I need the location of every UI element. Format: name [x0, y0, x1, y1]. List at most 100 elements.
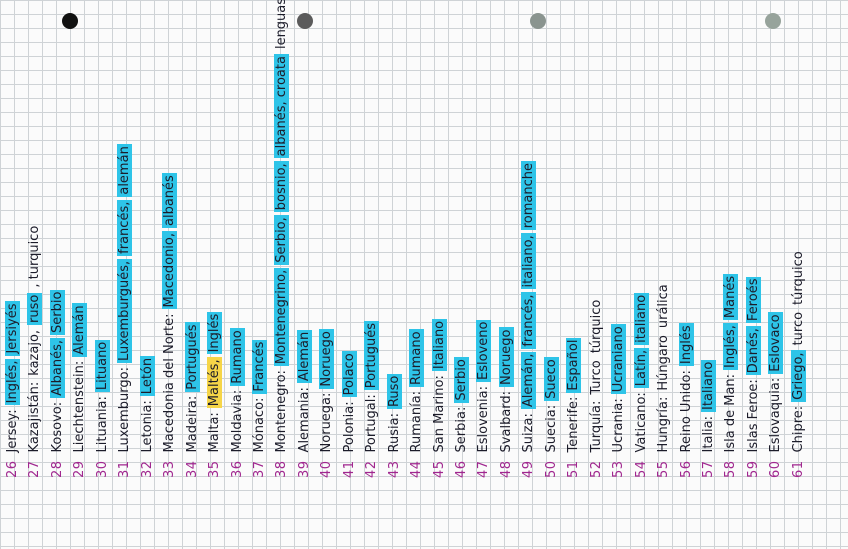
- language-highlighted: Inglés,: [5, 358, 20, 406]
- entry-number: 32: [139, 460, 155, 478]
- entry-36: 36 Moldavia: Rumano: [229, 0, 249, 549]
- entry-number: 47: [476, 460, 492, 478]
- entry-52: 52 Turquía: Turco túrquico: [588, 0, 608, 549]
- entry-number: 52: [588, 460, 604, 478]
- language-highlighted: romanche: [521, 160, 537, 231]
- entry-number: 53: [611, 460, 627, 478]
- country-name: Madeira:: [184, 395, 200, 453]
- country-name: Chipre:: [790, 405, 806, 453]
- entry-54: 54 Vaticano: Latín, italiano: [633, 0, 653, 549]
- entry-41: 41 Polonia: Polaco: [341, 0, 361, 549]
- language-plain: urálica: [656, 284, 672, 329]
- language-highlighted: Noruego: [498, 327, 514, 387]
- entry-number: 56: [678, 460, 694, 478]
- language-highlighted: Alemán,: [521, 351, 537, 410]
- country-name: Tenerife:: [566, 396, 582, 453]
- country-name: Reino Unido:: [678, 370, 694, 453]
- entry-line: 55 Hungría: Húngaro urálica: [655, 279, 673, 478]
- punch-hole: [765, 13, 781, 29]
- entry-37: 37 Mónaco: Francés: [251, 0, 271, 549]
- language-highlighted: Lituano: [94, 339, 110, 393]
- language-highlighted: Italiano: [431, 318, 447, 372]
- country-name: Turquía:: [588, 400, 604, 453]
- entry-number: 54: [633, 460, 649, 478]
- entry-number: 51: [566, 460, 582, 478]
- entry-47: 47 Eslovenia: Esloveno: [475, 0, 495, 549]
- language-highlighted: Serbio: [454, 357, 469, 403]
- language-plain: Húngaro: [656, 335, 672, 391]
- entry-line: 39 Alemania: Alemán: [296, 327, 314, 478]
- country-name: Mónaco:: [251, 397, 267, 453]
- entry-line: 61 Chipre: Griego, turco túrquico: [790, 246, 808, 478]
- entry-number: 49: [521, 460, 537, 478]
- entry-line: 52 Turquía: Turco túrquico: [588, 295, 606, 478]
- country-name: Luxemburgo:: [117, 367, 133, 453]
- country-name: Kosovo:: [49, 401, 65, 453]
- entry-number: 60: [768, 460, 784, 478]
- entry-58: 58 Isla de Man: Inglés, Manés: [722, 0, 742, 549]
- country-name: Rusia:: [386, 413, 402, 453]
- language-highlighted: Serbio,: [274, 215, 290, 265]
- entry-number: 61: [790, 460, 806, 478]
- entry-line: 45 San Marino: Italiano: [431, 316, 449, 478]
- entry-number: 41: [341, 460, 357, 478]
- entry-44: 44 Rumanía: Rumano: [408, 0, 428, 549]
- country-name: Serbia:: [454, 406, 469, 453]
- entry-line: 33 Macedonia del Norte: Macedonio, albanés: [161, 170, 179, 478]
- entry-number: 33: [162, 460, 178, 478]
- entry-line: 58 Isla de Man: Inglés, Manés: [722, 271, 740, 478]
- language-highlighted: Luxemburgués,: [117, 258, 133, 364]
- entry-line: 36 Moldavia: Rumano: [229, 325, 247, 478]
- language-highlighted: Letón: [139, 355, 155, 397]
- entry-line: 47 Eslovenia: Esloveno: [475, 317, 493, 478]
- entry-line: 50 Suecia: Sueco: [543, 354, 561, 478]
- language-plain: túrquico: [588, 299, 604, 354]
- language-highlighted: Manés: [723, 273, 739, 321]
- country-name: Lituania:: [94, 396, 110, 453]
- language-highlighted: albanés, croata: [274, 54, 290, 159]
- entry-number: 28: [49, 460, 65, 478]
- language-highlighted: Ucraniano: [611, 324, 627, 395]
- language-highlighted: italiano: [633, 292, 649, 345]
- entry-number: 31: [117, 460, 133, 478]
- language-highlighted: Macedonio,: [162, 230, 178, 310]
- entry-line: 34 Madeira: Portugués: [184, 319, 202, 478]
- entry-line: 48 Svalbard: Noruego: [498, 324, 516, 478]
- country-name: Polonia:: [341, 401, 357, 453]
- language-highlighted: Rumano: [409, 329, 425, 387]
- entry-line: 41 Polonia: Polaco: [341, 348, 359, 478]
- language-plain: túrquico: [790, 251, 806, 305]
- language-highlighted: Sueco: [543, 357, 559, 401]
- country-name: Malta:: [207, 412, 223, 453]
- entry-46: 46 Serbia: Serbio: [453, 0, 473, 549]
- entry-number: 43: [386, 460, 402, 478]
- entry-number: 40: [319, 460, 335, 478]
- entry-line: 60 Eslovaquia: Eslovaco: [767, 309, 785, 478]
- entry-number: 48: [498, 460, 514, 478]
- entry-57: 57 Italia: Italiano: [700, 0, 720, 549]
- country-name: Hungría:: [656, 396, 672, 453]
- entry-number: 26: [5, 460, 20, 478]
- country-name: Kazajistán:: [27, 381, 43, 453]
- entry-61: 61 Chipre: Griego, turco túrquico: [790, 0, 810, 549]
- entry-line: 28 Kosovo: Albanés, Serbio: [49, 287, 67, 478]
- punch-hole: [530, 13, 546, 29]
- entry-line: 40 Noruega: Noruego: [318, 326, 336, 478]
- entry-number: 29: [72, 460, 88, 478]
- entry-number: 30: [94, 460, 110, 478]
- language-highlighted: Rumano: [229, 328, 245, 386]
- country-name: Rumanía:: [409, 390, 425, 453]
- entry-line: 44 Rumanía: Rumano: [408, 326, 426, 478]
- entry-line: 51 Tenerife: Español: [565, 335, 583, 478]
- language-highlighted: Inglés: [678, 323, 694, 367]
- language-highlighted: Alemán: [296, 329, 312, 384]
- country-name: Moldavia:: [229, 389, 245, 453]
- entry-number: 55: [656, 460, 672, 478]
- country-name: Montenegro:: [274, 370, 290, 453]
- entry-31: 31 Luxemburgo: Luxemburgués, francés, alemán: [116, 0, 136, 549]
- language-plain: turco: [790, 311, 806, 346]
- entry-number: 36: [229, 460, 245, 478]
- entry-50: 50 Suecia: Sueco: [543, 0, 563, 549]
- entry-51: 51 Tenerife: Español: [565, 0, 585, 549]
- entry-line: 59 Islas Feroe: Danés, Feroés: [745, 274, 763, 478]
